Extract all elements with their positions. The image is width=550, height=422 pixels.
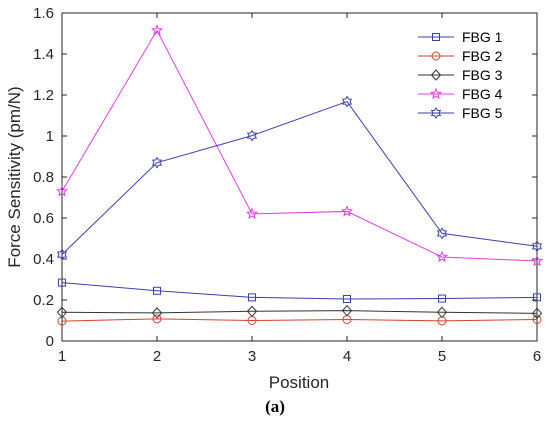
series-group xyxy=(55,24,544,326)
y-tick-label: 0 xyxy=(46,333,54,350)
plot-area xyxy=(62,13,537,341)
data-point xyxy=(246,305,258,318)
axes xyxy=(61,12,538,342)
series-1 xyxy=(58,278,541,303)
legend-marker xyxy=(431,51,441,61)
series-line xyxy=(61,318,538,322)
series-line xyxy=(61,310,538,314)
series-4 xyxy=(55,24,544,267)
data-point xyxy=(151,307,163,319)
legend-marker xyxy=(432,33,440,41)
figure-caption: (a) xyxy=(265,397,285,416)
data-point xyxy=(153,286,161,295)
y-tick-label: 1 xyxy=(46,128,54,145)
legend: FBG 1 FBG 2 FBG 3 FBG 4 FBG 5 xyxy=(418,29,503,121)
data-point xyxy=(436,227,448,240)
series-5 xyxy=(56,95,543,261)
series-line xyxy=(61,100,538,255)
data-point xyxy=(438,294,446,303)
x-tick-label: 1 xyxy=(58,348,66,365)
y-tick-label: 0.4 xyxy=(33,251,54,268)
x-tick-labels: 1 2 3 4 5 6 xyxy=(58,348,541,365)
data-point xyxy=(150,24,164,36)
data-point xyxy=(55,185,69,197)
legend-label: FBG 5 xyxy=(462,105,503,121)
data-point xyxy=(245,207,259,220)
legend-label: FBG 1 xyxy=(462,29,503,45)
data-point xyxy=(435,250,449,263)
legend-label: FBG 4 xyxy=(462,86,503,102)
data-point xyxy=(248,293,256,302)
data-point xyxy=(152,314,162,324)
data-point xyxy=(246,129,258,142)
data-point xyxy=(436,306,448,319)
data-point xyxy=(56,306,68,319)
y-axis-label: Force Sensitivity (pm/N) xyxy=(5,86,24,267)
legend-marker xyxy=(430,107,442,119)
legend-item: FBG 2 xyxy=(418,48,503,64)
y-tick-label: 1.2 xyxy=(33,87,54,104)
data-point xyxy=(56,248,68,261)
legend-marker xyxy=(429,87,443,100)
data-point xyxy=(531,307,543,320)
x-tick-label: 6 xyxy=(533,348,541,365)
x-tick-label: 3 xyxy=(248,348,256,365)
series-line xyxy=(61,282,538,300)
y-tick-labels: 0 0.2 0.4 0.6 0.8 1 1.2 1.4 1.6 xyxy=(33,5,54,350)
legend-label: FBG 2 xyxy=(462,48,503,64)
series-3 xyxy=(56,304,543,320)
data-point xyxy=(343,294,351,303)
y-tick-label: 0.6 xyxy=(33,210,54,227)
legend-item: FBG 4 xyxy=(418,86,503,102)
x-axis-label: Position xyxy=(269,373,329,392)
data-point xyxy=(531,240,543,253)
data-point xyxy=(341,95,353,108)
data-point xyxy=(340,205,354,217)
y-tick-label: 0.2 xyxy=(33,292,54,309)
x-tick-label: 4 xyxy=(343,348,351,365)
series-line xyxy=(61,29,538,262)
data-point xyxy=(151,156,163,169)
legend-item: FBG 3 xyxy=(418,67,503,83)
x-tick-label: 5 xyxy=(438,348,446,365)
data-point xyxy=(532,314,542,324)
data-point xyxy=(530,254,544,267)
data-point xyxy=(341,304,353,317)
legend-marker xyxy=(430,69,442,81)
legend-label: FBG 3 xyxy=(462,67,503,83)
data-point xyxy=(58,278,66,287)
y-tick-label: 0.8 xyxy=(33,169,54,186)
legend-item: FBG 5 xyxy=(418,105,503,121)
x-tick-label: 2 xyxy=(153,348,161,365)
y-tick-label: 1.4 xyxy=(33,46,54,63)
data-point xyxy=(533,293,541,302)
y-tick-label: 1.6 xyxy=(33,5,54,22)
legend-item: FBG 1 xyxy=(418,29,503,45)
